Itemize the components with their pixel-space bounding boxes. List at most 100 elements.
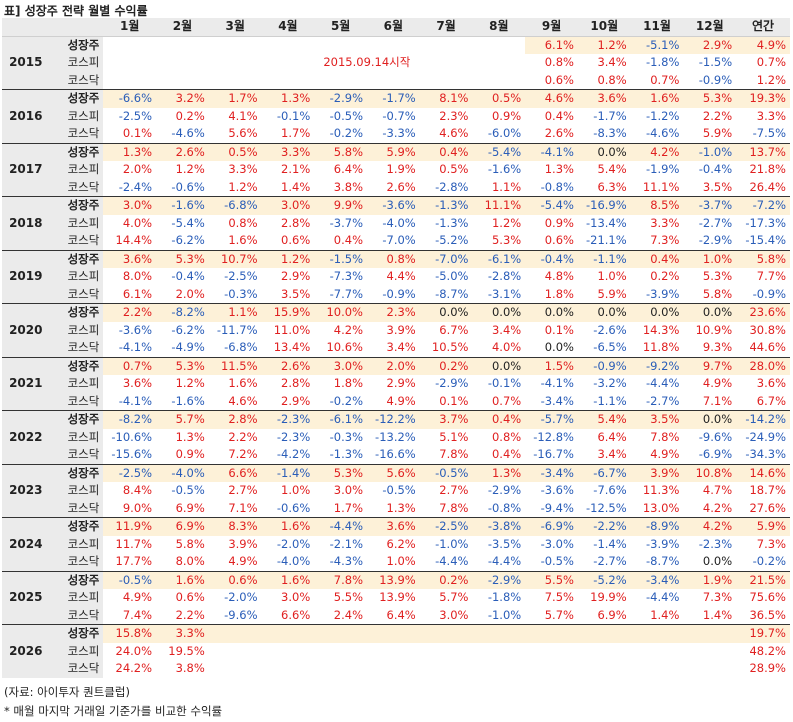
return-cell: 3.4% xyxy=(386,340,416,354)
return-cell: 4.9% xyxy=(736,35,790,54)
return-cell: -6.9% xyxy=(525,517,578,536)
return-cell: 13.7% xyxy=(736,142,790,161)
return-cell: 4.0% xyxy=(491,340,522,354)
return-cell: -2.2% xyxy=(577,517,631,536)
return-cell xyxy=(367,660,420,678)
return-cell: -4.3% xyxy=(329,554,363,568)
return-cell: -0.2% xyxy=(752,554,786,568)
return-cell: -8.2% xyxy=(156,303,209,322)
return-cell xyxy=(525,660,578,678)
return-cell: 1.8% xyxy=(544,286,574,301)
return-cell: -4.0% xyxy=(382,215,416,230)
return-cell: -5.4% xyxy=(472,142,526,161)
return-cell: 44.6% xyxy=(749,340,786,354)
return-cell: -0.9% xyxy=(577,356,631,375)
year-cell: 2020 xyxy=(2,303,50,357)
return-cell: 0.6% xyxy=(175,590,205,604)
return-cell: 8.4% xyxy=(122,483,153,497)
return-cell: -3.9% xyxy=(646,536,680,551)
return-cell xyxy=(103,72,156,90)
return-cell: 7.8% xyxy=(439,500,469,515)
year-cell: 2019 xyxy=(2,249,50,304)
return-cell: 1.2% xyxy=(577,35,631,54)
table-row: 코스닥 24.2% 3.8% 28.9% xyxy=(2,660,790,678)
return-cell: 2.9% xyxy=(683,35,737,54)
return-cell: -2.3% xyxy=(698,536,733,551)
return-cell: 9.0% xyxy=(122,500,153,515)
return-cell: -8.7% xyxy=(435,286,469,301)
return-cell: -0.5% xyxy=(382,483,416,497)
return-cell: 7.3% xyxy=(650,233,680,247)
return-cell: 2.2% xyxy=(175,607,205,622)
return-cell: -16.6% xyxy=(375,447,416,461)
return-cell: -4.4% xyxy=(646,590,680,604)
return-cell: 2.9% xyxy=(386,376,416,390)
return-cell: 3.6% xyxy=(577,89,631,108)
return-cell: 13.9% xyxy=(379,590,416,604)
return-cell: 1.9% xyxy=(386,162,416,176)
return-cell: -2.8% xyxy=(435,179,469,194)
return-cell: 3.6% xyxy=(122,376,153,390)
return-cell: 17.7% xyxy=(115,554,153,568)
return-cell: 11.1% xyxy=(642,179,680,194)
return-cell: 4.2% xyxy=(630,142,684,161)
series-label: 성장주 xyxy=(49,356,104,375)
return-cell: 15.8% xyxy=(103,624,157,643)
return-cell: -4.2% xyxy=(276,447,311,461)
series-label: 성장주 xyxy=(49,89,104,108)
return-cell: 1.2% xyxy=(175,376,205,390)
series-label: 성장주 xyxy=(49,35,104,54)
return-cell: -1.3% xyxy=(329,447,363,461)
series-label: 코스닥 xyxy=(49,71,104,90)
return-cell: -6.5% xyxy=(593,340,627,354)
year-cell: 2025 xyxy=(2,570,50,625)
return-cell: 1.3% xyxy=(261,89,315,108)
header-month: 2월 xyxy=(156,18,209,37)
return-cell: 19.7% xyxy=(736,624,790,643)
return-cell: 6.3% xyxy=(597,179,627,194)
return-cell: 3.5% xyxy=(281,286,311,301)
return-cell: 4.2% xyxy=(683,517,737,536)
return-cell: -16.7% xyxy=(533,447,574,461)
return-cell: 2.6% xyxy=(544,126,574,140)
return-cell: 5.8% xyxy=(314,142,367,161)
return-cell: -2.9% xyxy=(472,570,526,589)
return-cell: 1.0% xyxy=(683,249,737,268)
return-cell: 6.7% xyxy=(756,393,786,408)
return-cell: 4.7% xyxy=(702,483,733,497)
return-cell: -12.5% xyxy=(585,500,627,515)
return-cell: -3.4% xyxy=(525,463,578,482)
return-cell: -0.3% xyxy=(224,286,258,301)
return-cell: -7.3% xyxy=(329,269,363,283)
return-cell: 5.4% xyxy=(577,410,631,429)
return-cell: -1.8% xyxy=(487,590,522,604)
return-cell: 0.5% xyxy=(472,89,526,108)
return-cell: 5.3% xyxy=(156,356,209,375)
return-cell: 6.1% xyxy=(122,286,153,301)
return-cell: 3.5% xyxy=(702,179,733,194)
return-cell: 3.0% xyxy=(314,356,367,375)
return-cell: 13.9% xyxy=(367,570,420,589)
return-cell: 0.0% xyxy=(702,554,733,568)
return-cell xyxy=(577,624,631,643)
table-row: 코스피 8.4% -0.5% 2.7% 1.0% 3.0% -0.5% 2.7% -2.9% -3… xyxy=(2,482,790,500)
header-month: 6월 xyxy=(367,18,420,37)
return-cell: 3.4% xyxy=(597,55,627,69)
series-label: 코스피 xyxy=(49,321,104,339)
return-cell: 15.9% xyxy=(261,303,315,322)
return-cell: 1.1% xyxy=(208,303,262,322)
return-cell: 0.8% xyxy=(544,55,574,69)
return-cell: 7.4% xyxy=(122,607,153,622)
table-row: 2015 성장주 2015.09.14시작 6.1% 1.2% -5.1% 2.9% 4.9% xyxy=(2,35,790,90)
return-cell: 4.9% xyxy=(702,376,733,390)
table-row: 2021 성장주 0.7% 5.3% 11.5% 2.6% 3.0% 2.0% 0.2% 0.0%… xyxy=(2,356,790,411)
return-cell: -1.3% xyxy=(419,196,473,215)
return-cell: 11.1% xyxy=(472,196,526,215)
table-row: 코스피 11.7% 5.8% 3.9% -2.0% -2.1% 6.2% -1.0% -3.5%… xyxy=(2,535,790,553)
return-cell: 6.2% xyxy=(386,536,416,551)
return-cell: -2.9% xyxy=(314,89,367,108)
return-cell: 0.4% xyxy=(419,142,473,161)
return-cell: 5.9% xyxy=(736,517,790,536)
return-cell: 3.7% xyxy=(419,410,473,429)
return-cell: 2.3% xyxy=(367,303,420,322)
